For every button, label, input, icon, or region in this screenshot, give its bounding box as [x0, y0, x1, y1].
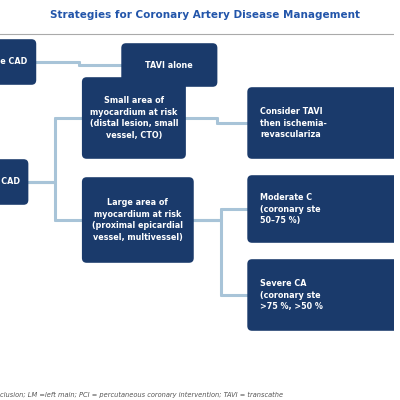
Text: Consider TAVI
then ischemia-
revasculariza: Consider TAVI then ischemia- revasculari… [260, 107, 327, 139]
Text: TAVI alone: TAVI alone [146, 60, 193, 70]
Text: e CAD: e CAD [0, 178, 20, 186]
FancyBboxPatch shape [247, 87, 400, 159]
FancyBboxPatch shape [0, 159, 28, 205]
Text: Large area of
myocardium at risk
(proximal epicardial
vessel, multivessel): Large area of myocardium at risk (proxim… [92, 198, 183, 242]
FancyBboxPatch shape [247, 175, 400, 243]
Text: Strategies for Coronary Artery Disease Management: Strategies for Coronary Artery Disease M… [50, 10, 360, 20]
Text: Moderate C
(coronary ste
50–75 %): Moderate C (coronary ste 50–75 %) [260, 193, 320, 225]
FancyBboxPatch shape [247, 259, 400, 331]
Text: ve CAD: ve CAD [0, 58, 28, 66]
FancyBboxPatch shape [82, 77, 186, 159]
FancyBboxPatch shape [0, 39, 36, 85]
FancyBboxPatch shape [82, 177, 194, 263]
Text: Small area of
myocardium at risk
(distal lesion, small
vessel, CTO): Small area of myocardium at risk (distal… [90, 96, 178, 140]
FancyBboxPatch shape [121, 43, 217, 87]
Text: Severe CA
(coronary ste
>75 %, >50 %: Severe CA (coronary ste >75 %, >50 % [260, 279, 323, 311]
Text: clusion; LM =left main; PCI = percutaneous coronary intervention; TAVI = transca: clusion; LM =left main; PCI = percutaneo… [0, 392, 283, 398]
